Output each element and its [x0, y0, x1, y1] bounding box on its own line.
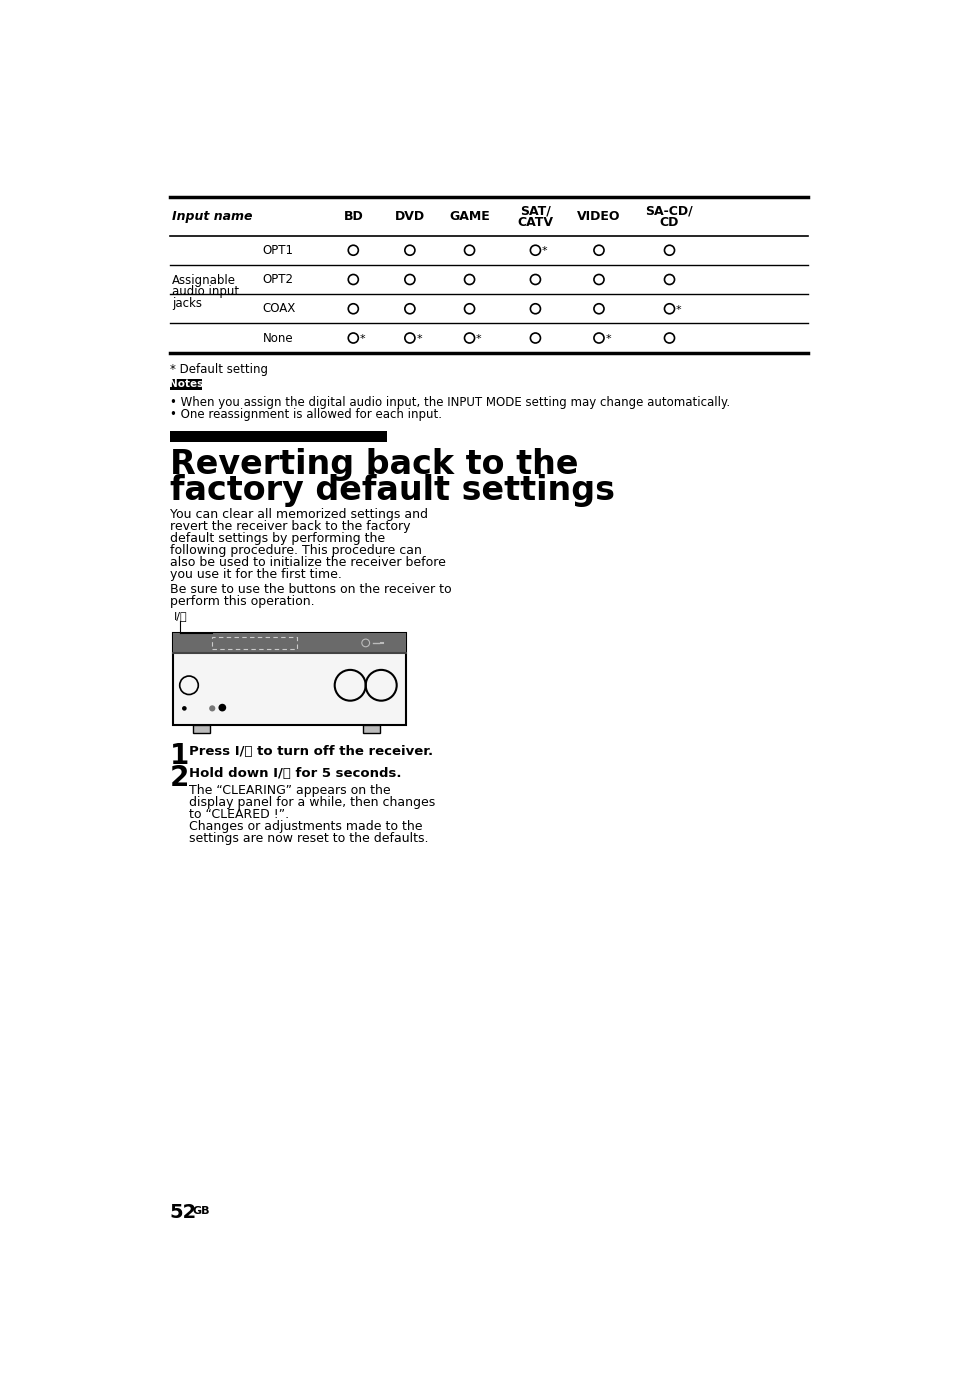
Text: CD: CD	[659, 216, 679, 229]
Text: 1: 1	[170, 743, 189, 770]
Text: * Default setting: * Default setting	[170, 364, 268, 376]
Text: audio input: audio input	[172, 286, 239, 298]
Text: COAX: COAX	[262, 302, 295, 316]
Text: BD: BD	[343, 210, 363, 222]
Text: revert the receiver back to the factory: revert the receiver back to the factory	[170, 520, 410, 533]
Text: Changes or adjustments made to the: Changes or adjustments made to the	[189, 820, 422, 832]
Text: Press I/⏻ to turn off the receiver.: Press I/⏻ to turn off the receiver.	[189, 746, 433, 758]
Text: GB: GB	[193, 1205, 211, 1216]
Text: 2: 2	[170, 763, 189, 792]
Bar	[170, 431, 386, 442]
Text: Notes: Notes	[169, 379, 203, 389]
Bar	[363, 725, 380, 733]
Text: *: *	[476, 334, 481, 343]
Text: Reverting back to the: Reverting back to the	[170, 448, 578, 481]
Text: also be used to initialize the receiver before: also be used to initialize the receiver …	[170, 556, 445, 568]
Bar	[173, 633, 406, 725]
Text: I/⏻: I/⏻	[173, 611, 187, 621]
Text: you use it for the first time.: you use it for the first time.	[170, 568, 341, 581]
Text: • One reassignment is allowed for each input.: • One reassignment is allowed for each i…	[170, 408, 441, 422]
Text: *: *	[541, 246, 547, 255]
Bar	[170, 379, 202, 390]
Text: GAME: GAME	[449, 210, 490, 222]
Text: 52: 52	[170, 1203, 196, 1222]
Text: CATV: CATV	[517, 216, 553, 229]
Text: DVD: DVD	[395, 210, 424, 222]
Text: SAT/: SAT/	[519, 205, 550, 217]
Circle shape	[182, 706, 187, 711]
Text: *: *	[416, 334, 421, 343]
Text: *: *	[359, 334, 365, 343]
Text: Assignable: Assignable	[172, 273, 235, 287]
Text: *: *	[676, 305, 681, 314]
Circle shape	[209, 706, 215, 711]
Text: following procedure. This procedure can: following procedure. This procedure can	[170, 544, 421, 557]
Text: default settings by performing the: default settings by performing the	[170, 533, 384, 545]
Text: • When you assign the digital audio input, the INPUT MODE setting may change aut: • When you assign the digital audio inpu…	[170, 395, 729, 409]
Text: jacks: jacks	[172, 297, 202, 310]
Bar	[173, 633, 406, 654]
Text: None: None	[262, 331, 293, 345]
Text: factory default settings: factory default settings	[170, 474, 614, 507]
Text: to “CLEARED !”.: to “CLEARED !”.	[189, 807, 289, 821]
Bar	[193, 725, 210, 733]
Text: perform this operation.: perform this operation.	[170, 595, 314, 608]
Text: You can clear all memorized settings and: You can clear all memorized settings and	[170, 508, 427, 522]
Text: OPT2: OPT2	[262, 273, 294, 286]
Text: VIDEO: VIDEO	[577, 210, 620, 222]
Bar	[212, 637, 297, 649]
Text: The “CLEARING” appears on the: The “CLEARING” appears on the	[189, 784, 390, 796]
Text: Hold down I/⏻ for 5 seconds.: Hold down I/⏻ for 5 seconds.	[189, 768, 401, 780]
Text: OPT1: OPT1	[262, 244, 294, 257]
Circle shape	[218, 704, 226, 711]
Text: *: *	[605, 334, 611, 343]
Text: display panel for a while, then changes: display panel for a while, then changes	[189, 796, 435, 809]
Text: Input name: Input name	[172, 210, 253, 222]
Text: settings are now reset to the defaults.: settings are now reset to the defaults.	[189, 832, 428, 844]
Text: Be sure to use the buttons on the receiver to: Be sure to use the buttons on the receiv…	[170, 584, 451, 596]
Text: SA-CD/: SA-CD/	[645, 205, 693, 217]
